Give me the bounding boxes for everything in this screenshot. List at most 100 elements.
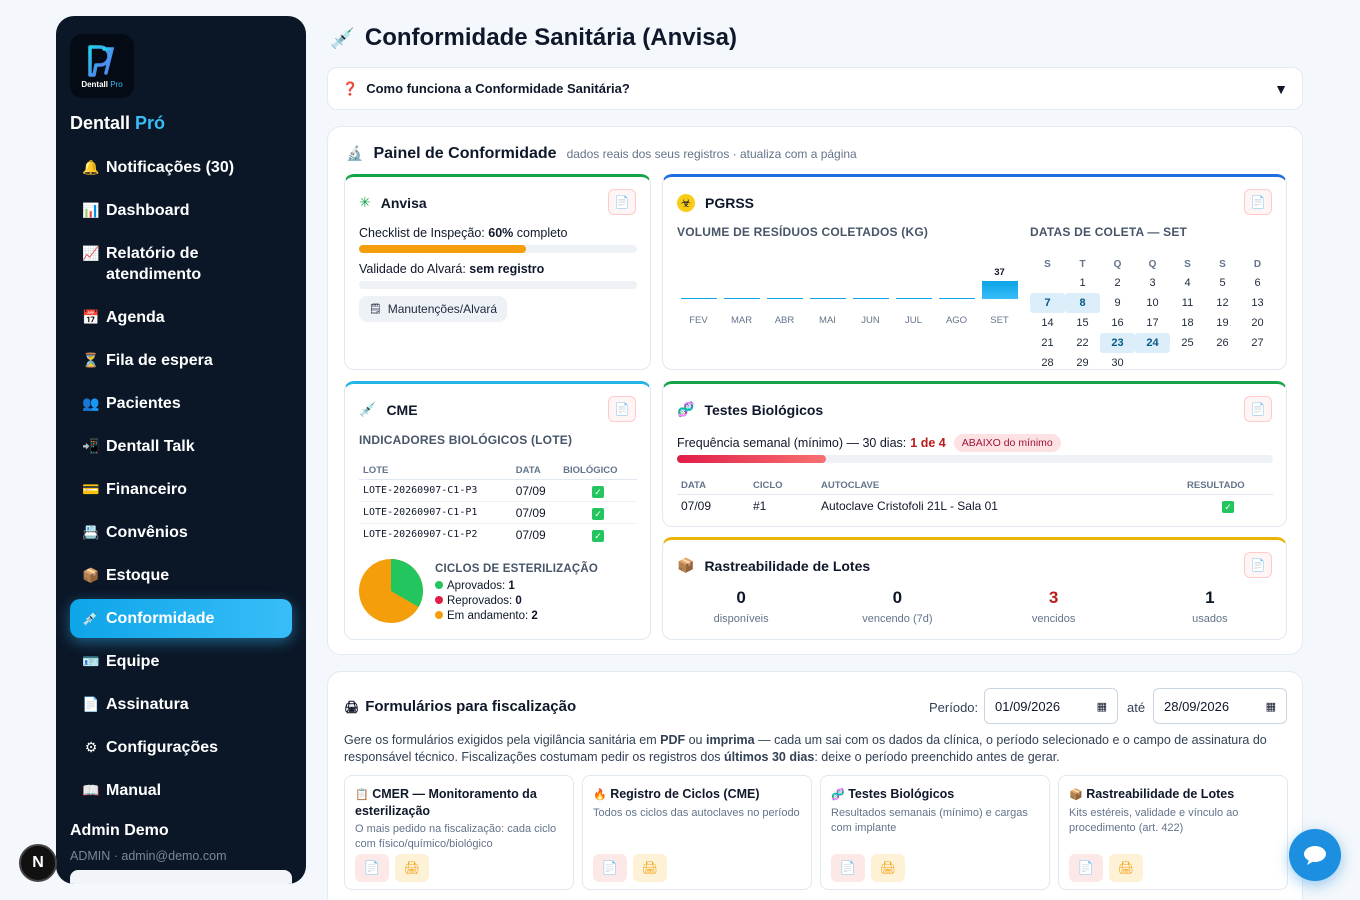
nav-item-conformidade[interactable]: 💉 Conformidade [70, 599, 292, 638]
bio-pdf-button[interactable]: 📄 [1244, 396, 1272, 422]
manutencoes-alvara-button[interactable]: 🗒 Manutenções/Alvará [359, 296, 508, 322]
clipboard-icon: 📋 [355, 789, 369, 801]
waste-chart-xaxis: FEV MAR ABR MAI JUN JUL AGO SET [677, 315, 1021, 329]
nav-label: Relatório de atendimento [106, 245, 202, 283]
nav-item-notificacoes[interactable]: 🔔 Notificações (30) [70, 148, 292, 187]
date-from-input[interactable]: 01/09/2026 ▦ [984, 688, 1118, 724]
calendar-icon: 📅 [82, 309, 100, 325]
chat-button[interactable] [1289, 829, 1341, 881]
chart-bar-jun [852, 298, 889, 299]
calendar-day: 5 [1219, 277, 1226, 289]
anvisa-pdf-button[interactable]: 📄 [608, 189, 636, 215]
app-logo[interactable]: Dentall Pro [70, 34, 134, 98]
syringe-icon: 💉 [82, 610, 100, 626]
weekday-label: S [1044, 259, 1051, 270]
calendar-day: 15 [1076, 317, 1089, 329]
nav-item-dashboard[interactable]: 📊 Dashboard [70, 191, 292, 230]
calendar-day: 3 [1149, 277, 1156, 289]
col-data: DATA [515, 465, 541, 476]
dev-indicator-badge[interactable]: N [19, 844, 57, 882]
stat-vencidos: 3 vencidos [1031, 588, 1076, 625]
anvisa-card: ✳ Anvisa 📄 Checklist de Inspeção: 60% com… [344, 174, 651, 370]
faq-accordion[interactable]: ❓ Como funciona a Conformidade Sanitária… [327, 67, 1303, 110]
traceability-pdf-button[interactable]: 📄 [1244, 552, 1272, 578]
nav-label: Equipe [106, 653, 160, 670]
calendar-day: 17 [1146, 317, 1159, 329]
nav-item-assinatura[interactable]: 📄 Assinatura [70, 685, 292, 724]
calendar-day: 10 [1146, 297, 1159, 309]
calendar-day: 2 [1114, 277, 1121, 289]
print-button[interactable]: 🖨 [395, 854, 429, 882]
bio-table: DATA CICLO AUTOCLAVE RESULTADO 07/09 #1 … [677, 477, 1273, 517]
bio-tests-card: 🧬 Testes Biológicos 📄 Frequência semanal … [662, 381, 1287, 527]
col-ciclo: CICLO [753, 480, 783, 491]
print-button[interactable]: 🖨 [633, 854, 667, 882]
print-button[interactable]: 🖨 [1109, 854, 1143, 882]
col-data: DATA [681, 480, 706, 491]
book-icon: 📖 [82, 782, 100, 798]
calendar-empty [1030, 273, 1065, 293]
microscope-icon: 🔬 [346, 145, 364, 161]
calendar-empty [1240, 353, 1275, 373]
doc-icon: 📄 [82, 696, 100, 712]
checklist-line: Checklist de Inspeção: 60% completo [359, 226, 568, 240]
form-card-testes: 🧬 Testes Biológicos Resultados semanais … [820, 775, 1050, 890]
tooth-logo-icon [88, 45, 115, 77]
document-icon: 🗒 [369, 303, 382, 315]
package-icon: 📦 [677, 557, 695, 573]
lote-cell: LOTE-20260907-C1-P1 [363, 507, 478, 518]
calendar-icon: ▦ [1265, 700, 1276, 713]
collection-calendar: S T Q Q S S D 1 2 3 4 5 6 7 8 9 10 11 12 13 14 15 16 17 18 19 20 21… [1030, 245, 1275, 373]
logo-text: Dentall [81, 80, 108, 89]
alvara-progress [359, 281, 637, 289]
nav-item-manual[interactable]: 📖 Manual [70, 771, 292, 810]
nav-item-equipe[interactable]: 🪪 Equipe [70, 642, 292, 681]
date-to-input[interactable]: 28/09/2026 ▦ [1153, 688, 1287, 724]
form-card-cmer: 📋 CMER — Monitoramento da esterilização … [344, 775, 574, 890]
calendar-title: DATAS DE COLETA — SET [1030, 225, 1188, 239]
pdf-button[interactable]: 📄 [593, 854, 627, 882]
waste-bar-chart: 37 [677, 259, 1021, 299]
chart-tick-label: ABR [774, 315, 795, 326]
autoclave-cell: Autoclave Cristofoli 21L - Sala 01 [821, 498, 998, 513]
logout-button[interactable] [70, 870, 292, 884]
cme-title: 💉 CME [359, 401, 418, 418]
pdf-icon: 📄 [614, 195, 630, 209]
nav-item-talk[interactable]: 📲 Dentall Talk [70, 427, 292, 466]
nav-item-pacientes[interactable]: 👥 Pacientes [70, 384, 292, 423]
stat-vencendo: 0 vencendo (7d) [862, 588, 933, 625]
nav-item-financeiro[interactable]: 💳 Financeiro [70, 470, 292, 509]
compliance-panel: 🔬 Painel de Conformidade dados reais dos… [327, 126, 1303, 655]
calendar-day: 18 [1181, 317, 1194, 329]
nav-item-estoque[interactable]: 📦 Estoque [70, 556, 292, 595]
nav-item-configuracoes[interactable]: ⚙ Configurações [70, 728, 292, 767]
stat-disponiveis: 0 disponíveis [713, 588, 769, 625]
nav-item-agenda[interactable]: 📅 Agenda [70, 298, 292, 337]
pdf-icon: 📄 [1250, 195, 1266, 209]
calendar-day: 9 [1114, 297, 1121, 309]
pdf-icon: 📄 [601, 860, 619, 875]
talk-icon: 📲 [82, 438, 100, 454]
nav-label: Pacientes [106, 395, 181, 412]
nav-item-convenios[interactable]: 📇 Convênios [70, 513, 292, 552]
pdf-button[interactable]: 📄 [831, 854, 865, 882]
nav-label: Assinatura [106, 696, 189, 713]
waste-chart-title: VOLUME DE RESÍDUOS COLETADOS (KG) [677, 225, 929, 239]
pgrss-pdf-button[interactable]: 📄 [1244, 189, 1272, 215]
nav-item-relatorio[interactable]: 📈 Relatório de atendimento [70, 234, 292, 294]
pdf-button[interactable]: 📄 [1069, 854, 1103, 882]
calendar-day: 25 [1181, 337, 1194, 349]
data-cell: 07/09 [515, 483, 546, 498]
cme-pdf-button[interactable]: 📄 [608, 396, 636, 422]
calendar-day: 12 [1216, 297, 1229, 309]
weekday-label: Q [1113, 259, 1122, 270]
nav-item-fila[interactable]: ⏳ Fila de espera [70, 341, 292, 380]
pdf-button[interactable]: 📄 [355, 854, 389, 882]
print-button[interactable]: 🖨 [871, 854, 905, 882]
hourglass-icon: ⏳ [82, 352, 100, 368]
page-title-text: Conformidade Sanitária (Anvisa) [364, 24, 737, 51]
cycles-legend: Aprovados: 1 Reprovados: 0 Em andamento:… [435, 579, 538, 624]
panel-header: 🔬 Painel de Conformidade dados reais dos… [346, 145, 857, 163]
chart-tick-label: JUN [861, 315, 880, 326]
dna-icon: 🧬 [677, 401, 695, 417]
